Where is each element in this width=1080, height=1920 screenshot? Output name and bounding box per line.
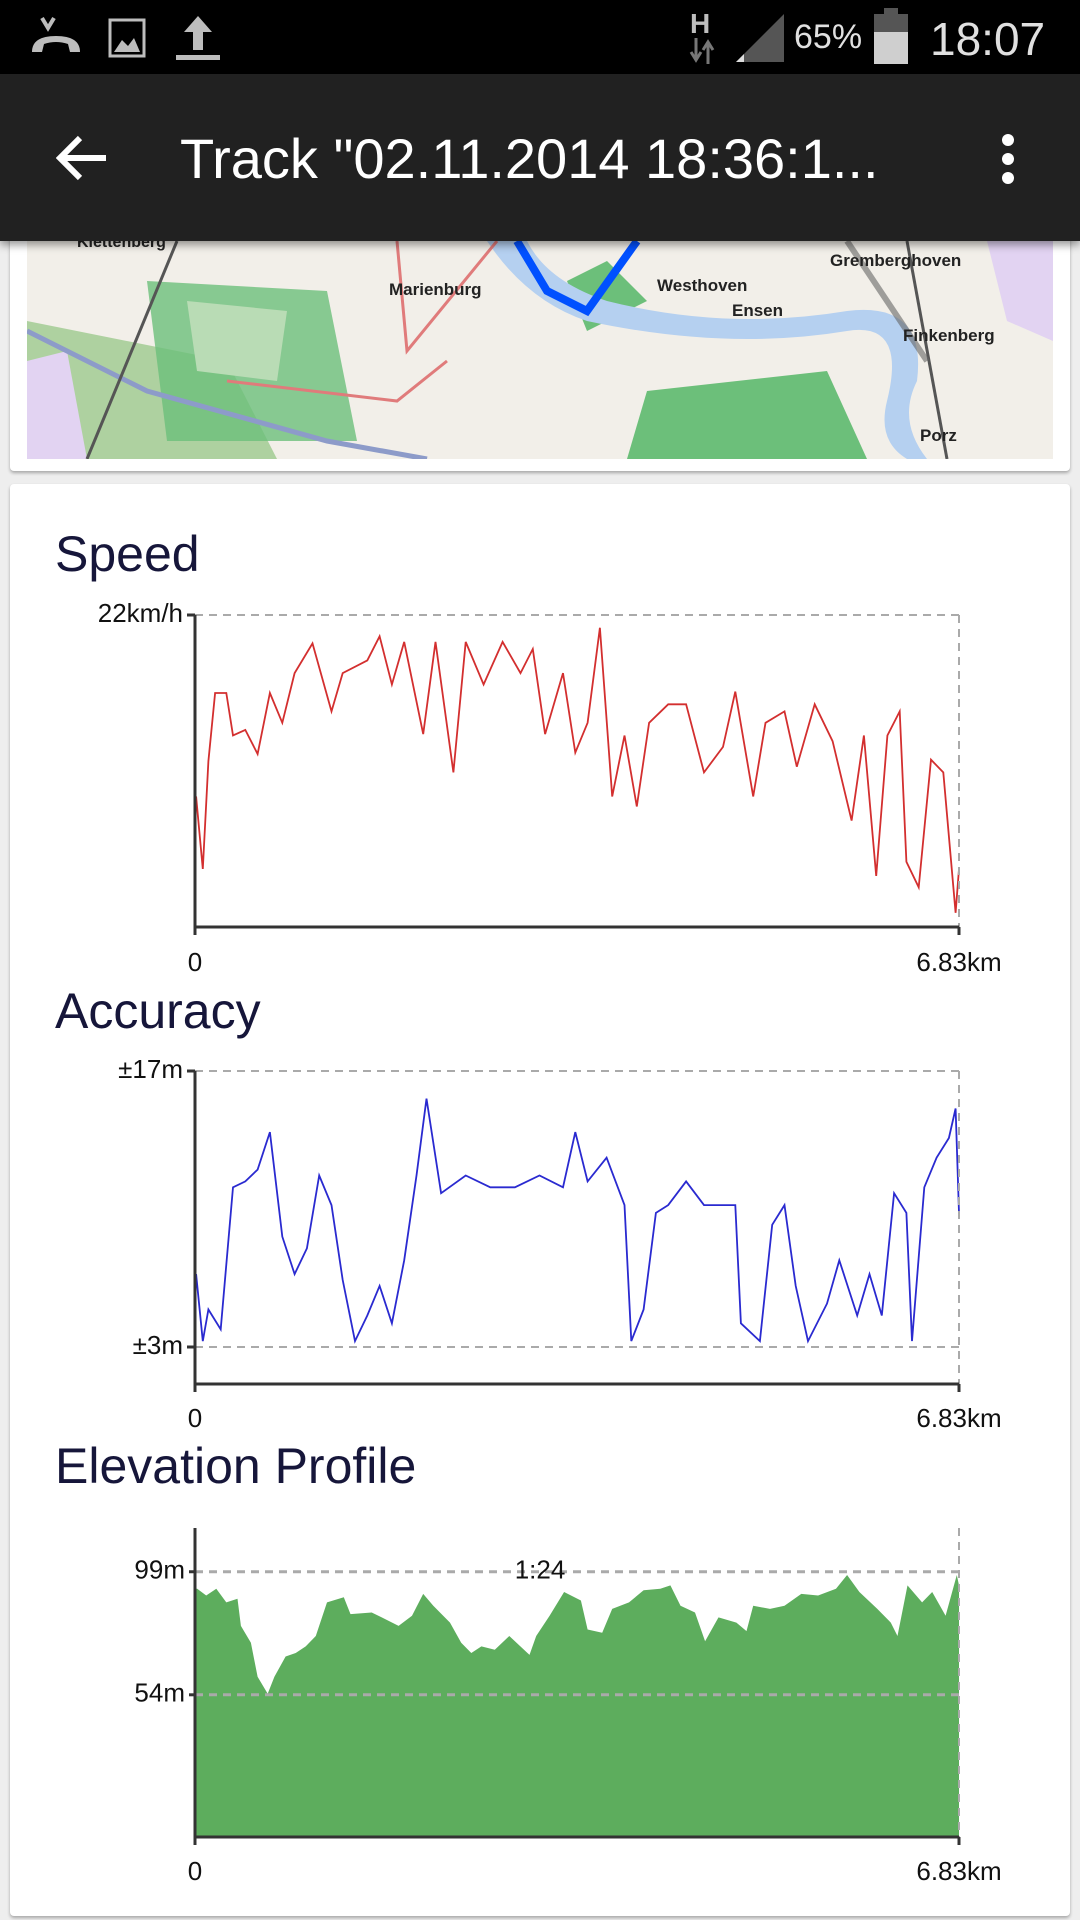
map-label: Gremberghoven: [830, 251, 961, 270]
track-map[interactable]: Klettenberg Marienburg Westhoven Ensen G…: [27, 241, 1053, 459]
clock: 18:07: [930, 13, 1046, 65]
upload-icon: [176, 16, 220, 60]
speed-x-tick-label: 6.83km: [916, 947, 1001, 977]
network-type: H: [690, 8, 711, 39]
speed-title: Speed: [55, 526, 200, 582]
image-icon: [108, 18, 146, 58]
map-label: Marienburg: [389, 280, 482, 299]
signal-icon: [736, 14, 784, 62]
map-label: Finkenberg: [903, 326, 995, 345]
accuracy-line: [195, 1098, 960, 1344]
map-label: Porz: [920, 426, 957, 445]
battery-percent: 65%: [794, 18, 863, 56]
data-activity-icon: [689, 38, 715, 64]
battery-icon: [874, 8, 908, 64]
elevation-y-tick-label: 99m: [134, 1555, 185, 1585]
map-label: Klettenberg: [77, 241, 166, 251]
elevation-area: [195, 1575, 959, 1837]
speed-line: [195, 627, 960, 913]
arrow-left-icon[interactable]: [56, 134, 110, 182]
elevation-x-tick-label: 0: [188, 1856, 202, 1886]
speed-x-tick-label: 0: [188, 947, 202, 977]
speed-y-tick-label: 22km/h: [98, 598, 183, 628]
missed-call-icon: [32, 16, 80, 52]
more-vert-icon[interactable]: [996, 134, 1020, 184]
accuracy-x-tick-label: 0: [188, 1403, 202, 1433]
app-bar: Track "02.11.2014 18:36:1...: [0, 74, 1080, 241]
elevation-y-tick-label: 54m: [134, 1678, 185, 1708]
elevation-title: Elevation Profile: [55, 1438, 417, 1494]
map-label: Westhoven: [657, 276, 747, 295]
map-label: Ensen: [732, 301, 783, 320]
status-bar: H 65% 18:07: [0, 0, 1080, 74]
accuracy-x-tick-label: 6.83km: [916, 1403, 1001, 1433]
accuracy-title: Accuracy: [55, 983, 261, 1039]
map-card: Klettenberg Marienburg Westhoven Ensen G…: [10, 228, 1070, 471]
accuracy-y-tick-label: ±3m: [133, 1330, 183, 1360]
page-title: Track "02.11.2014 18:36:1...: [180, 127, 879, 190]
accuracy-y-tick-label: ±17m: [118, 1054, 183, 1084]
elevation-annotation: 1:24: [515, 1555, 566, 1585]
elevation-x-tick-label: 6.83km: [916, 1856, 1001, 1886]
track-line: [513, 241, 641, 317]
